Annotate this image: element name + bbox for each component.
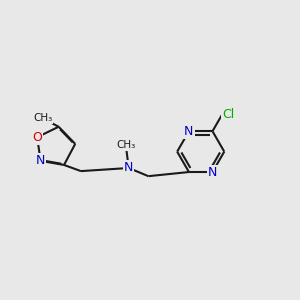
Text: N: N — [124, 161, 134, 175]
Text: N: N — [208, 166, 217, 178]
Text: N: N — [36, 154, 45, 167]
Text: Cl: Cl — [222, 108, 234, 121]
Text: CH₃: CH₃ — [116, 140, 136, 150]
Text: CH₃: CH₃ — [33, 113, 52, 123]
Text: O: O — [32, 131, 42, 144]
Text: N: N — [184, 125, 194, 138]
